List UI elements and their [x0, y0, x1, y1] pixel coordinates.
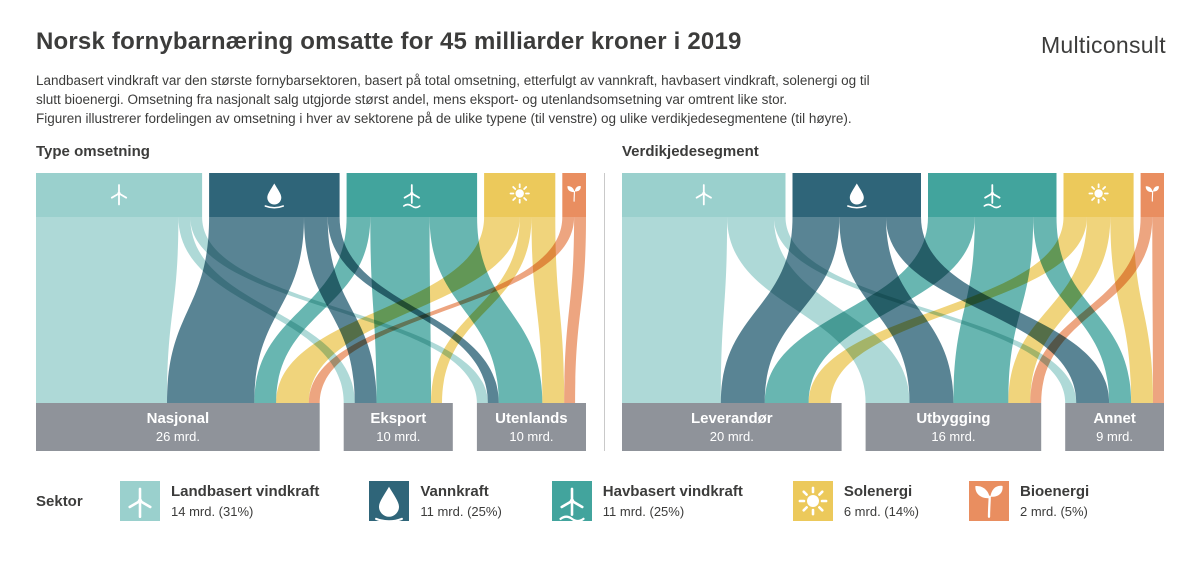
flow-bioenergi-to-utbygging [1030, 217, 1153, 403]
water-drop-icon [369, 481, 410, 521]
target-node-value: 9 mrd. [1096, 429, 1133, 444]
flow-solenergi-to-leverandør [808, 217, 1087, 403]
leaf-icon [1145, 186, 1159, 202]
flow-solenergi-to-nasjonal [276, 217, 520, 403]
legend-sector-value: 11 mrd. (25%) [602, 503, 685, 519]
wind-turbine-icon [110, 184, 128, 206]
legend-item-text: Vannkraft 11 mrd. (25%) [420, 483, 501, 520]
leaf-icon [968, 481, 1009, 521]
sankey-verdikjedesegment: Leverandør 20 mrd. Utbygging 16 mrd. Annet 9 … [622, 173, 1164, 451]
target-node-value: 10 mrd. [509, 429, 553, 444]
target-node-leverandør [622, 403, 842, 451]
flow-vannkraft-to-leverandør [720, 217, 840, 403]
vertical-divider [604, 173, 605, 451]
target-node-utbygging [865, 403, 1042, 451]
leaf-icon [567, 186, 581, 202]
legend-item-solenergi: Solenergi 6 mrd. (14%) [792, 481, 919, 521]
flow-landbasert-vindkraft-to-nasjonal [36, 217, 179, 403]
chart-title-right: Verdikjedesegment [622, 143, 759, 160]
legend-sector-name: Landbasert vindkraft [171, 482, 320, 500]
target-node-value: 16 mrd. [931, 429, 975, 444]
sun-icon [792, 481, 833, 521]
description-line: slutt bioenergi. Omsetning fra nasjonalt… [36, 92, 788, 107]
legend-items: Landbasert vindkraft 14 mrd. (31%) Vannkra… [120, 481, 1089, 521]
description-line: Landbasert vindkraft var den største for… [36, 73, 870, 88]
target-node-value: 10 mrd. [376, 429, 420, 444]
description-line: Figuren illustrerer fordelingen av omset… [36, 111, 852, 126]
target-node-eksport [343, 403, 453, 451]
legend-item-text: Bioenergi 2 mrd. (5%) [1020, 483, 1089, 520]
flow-bioenergi-to-annet [1152, 217, 1164, 403]
target-node-nasjonal [36, 403, 320, 451]
flow-landbasert-vindkraft-to-utbygging [727, 217, 910, 403]
offshore-wind-turbine-icon [983, 184, 1002, 209]
multiconsult-logo: Multiconsult [1040, 32, 1166, 58]
legend-sector-name: Havbasert vindkraft [602, 482, 743, 500]
flow-landbasert-vindkraft-to-leverandør [622, 217, 728, 403]
target-node-value: 26 mrd. [156, 429, 200, 444]
legend-sector-name: Vannkraft [420, 482, 489, 500]
wind-turbine-icon [695, 184, 712, 206]
legend-item-landbasert-vindkraft: Landbasert vindkraft 14 mrd. (31%) [120, 481, 319, 521]
sun-icon [509, 183, 530, 204]
flow-vannkraft-to-utbygging [839, 217, 954, 403]
flow-solenergi-to-utbygging [1008, 217, 1111, 403]
flow-havbasert-vindkraft-to-nasjonal [254, 217, 371, 403]
offshore-wind-turbine-icon [402, 184, 421, 209]
target-node-label: Utbygging [916, 410, 990, 427]
target-node-label: Annet [1093, 410, 1136, 427]
legend-item-havbasert-vindkraft: Havbasert vindkraft 11 mrd. (25%) [551, 481, 743, 521]
sankey-type-omsetning: Nasjonal 26 mrd. Eksport 10 mrd. Utenlands 10… [36, 173, 586, 451]
offshore-wind-turbine-icon [551, 481, 592, 521]
legend-sector-value: 14 mrd. (31%) [171, 503, 254, 519]
legend-item-text: Solenergi 6 mrd. (14%) [844, 483, 919, 520]
flow-vannkraft-to-eksport [304, 217, 377, 403]
water-drop-icon [847, 183, 867, 209]
legend-sector-value: 11 mrd. (25%) [420, 503, 502, 519]
type-omsetning-svg: Nasjonal 26 mrd. Eksport 10 mrd. Utenlands 10… [36, 173, 586, 451]
target-node-label: Nasjonal [147, 410, 210, 427]
verdikjedesegment-svg: Leverandør 20 mrd. Utbygging 16 mrd. Annet 9 … [622, 173, 1164, 451]
legend-label: Sektor [36, 492, 83, 510]
flow-solenergi-to-eksport [431, 217, 532, 403]
water-drop-icon [264, 183, 285, 209]
flow-landbasert-vindkraft-to-annet [773, 217, 1077, 403]
flow-bioenergi-to-utenlands [564, 217, 586, 403]
legend-sector-name: Solenergi [843, 482, 913, 500]
target-node-label: Eksport [370, 410, 426, 427]
flow-solenergi-to-annet [1110, 217, 1153, 403]
target-node-utenlands [476, 403, 586, 451]
charts-area: Type omsetning Nasjonal 26 mrd. Eksport 10 … [36, 143, 1168, 451]
legend-sector-value: 6 mrd. (14%) [843, 503, 919, 519]
target-node-annet [1065, 403, 1164, 451]
legend-item-text: Havbasert vindkraft 11 mrd. (25%) [603, 483, 743, 520]
legend-item-text: Landbasert vindkraft 14 mrd. (31%) [171, 483, 319, 520]
header: Norsk fornybarnæring omsatte for 45 mill… [36, 28, 1168, 59]
target-node-value: 20 mrd. [710, 429, 754, 444]
legend-sector-name: Bioenergi [1019, 482, 1090, 500]
chart-title-left: Type omsetning [36, 143, 150, 160]
flow-havbasert-vindkraft-to-utbygging [953, 217, 1034, 403]
wind-turbine-icon [120, 481, 160, 521]
legend: Sektor Landbasert vindkraft 14 mrd. (31%)… [36, 481, 1168, 521]
legend-item-bioenergi: Bioenergi 2 mrd. (5%) [968, 481, 1089, 521]
legend-sector-value: 2 mrd. (5%) [1019, 503, 1088, 519]
chart-verdikjedesegment: Verdikjedesegment Leverandør 20 mrd. Utbyg… [622, 143, 1164, 451]
page-title: Norsk fornybarnæring omsatte for 45 mill… [36, 28, 742, 55]
legend-item-vannkraft: Vannkraft 11 mrd. (25%) [369, 481, 502, 521]
chart-type-omsetning: Type omsetning Nasjonal 26 mrd. Eksport 10 … [36, 143, 586, 451]
target-node-label: Leverandør [691, 410, 773, 427]
flow-vannkraft-to-nasjonal [167, 217, 304, 403]
flow-bioenergi-to-nasjonal [308, 217, 575, 403]
target-node-label: Utenlands [495, 410, 568, 427]
description: Landbasert vindkraft var den største for… [36, 71, 1168, 128]
flow-havbasert-vindkraft-to-leverandør [764, 217, 975, 403]
sun-icon [1088, 183, 1109, 204]
